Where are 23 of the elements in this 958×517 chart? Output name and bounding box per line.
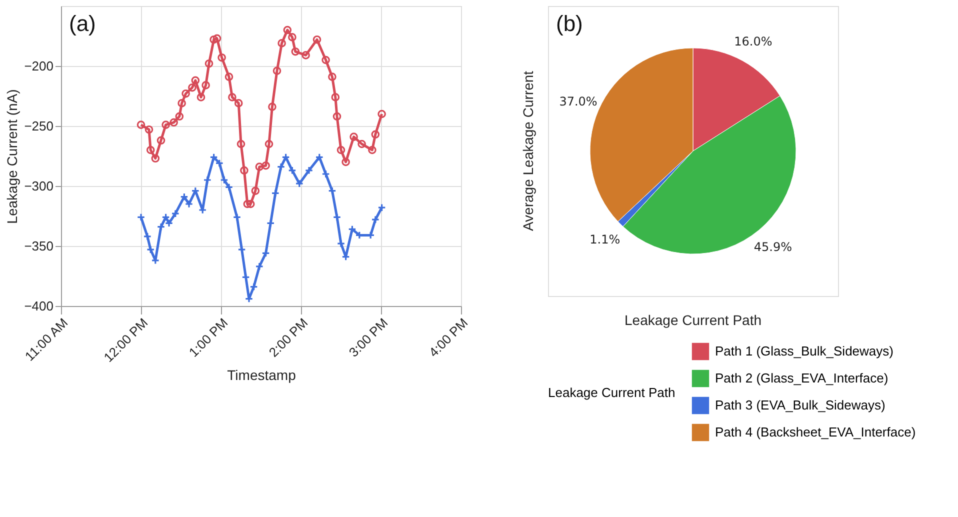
legend-label: Path 3 (EVA_Bulk_Sideways) xyxy=(715,398,886,412)
legend-title: Leakage Current Path xyxy=(548,385,676,400)
y-tick-label: −300 xyxy=(24,178,54,194)
y-tick-label: −350 xyxy=(24,238,54,254)
data-label: 45.9% xyxy=(754,240,792,254)
data-label: 37.0% xyxy=(559,94,598,108)
y-tick-label: −250 xyxy=(24,118,54,134)
data-label: 1.1% xyxy=(590,232,620,247)
x-tick-label: 1:00 PM xyxy=(186,315,231,360)
x-tick-label: 3:00 PM xyxy=(346,315,391,360)
chart-title: (a) xyxy=(69,11,96,36)
y-axis-title: Leakage Current (nA) xyxy=(4,89,20,224)
text: Average Leakage Current xyxy=(520,70,536,232)
x-axis-title: Timestamp xyxy=(227,367,296,384)
y-tick-label: −400 xyxy=(24,298,54,314)
x-tick-label: 4:00 PM xyxy=(426,315,471,360)
legend-label: Path 4 (Backsheet_EVA_Interface) xyxy=(715,424,916,440)
data-label: 16.0% xyxy=(734,34,772,48)
text: Leakage Current Path xyxy=(624,312,762,328)
legend-label: Path 1 (Glass_Bulk_Sideways) xyxy=(715,344,894,358)
chart-title: (b) xyxy=(556,11,583,36)
y-tick-label: −200 xyxy=(24,58,54,74)
legend-label: Path 2 (Glass_EVA_Interface) xyxy=(715,370,888,386)
